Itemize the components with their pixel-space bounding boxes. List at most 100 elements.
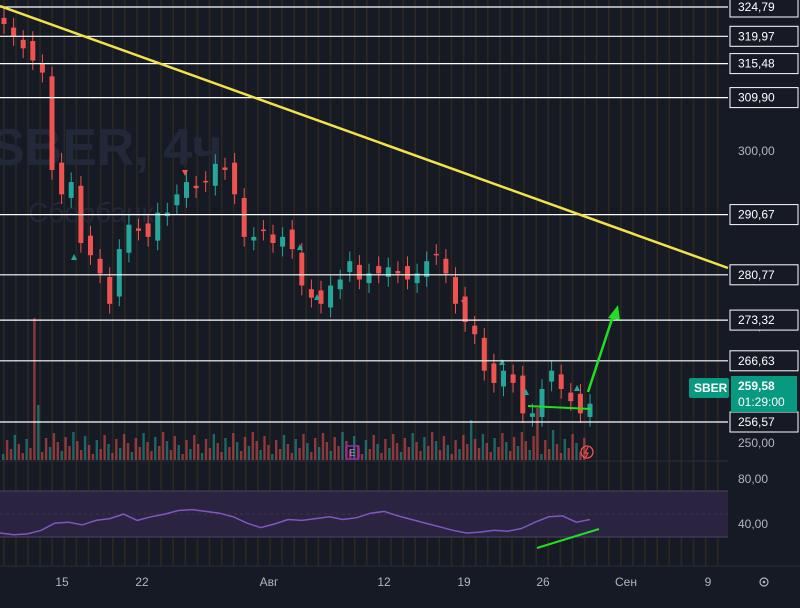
volume-bar [454, 440, 457, 460]
candle-body [308, 289, 314, 298]
candle-body [318, 290, 324, 304]
candle-body [11, 27, 17, 37]
volume-bar [204, 439, 208, 460]
settings-icon[interactable] [759, 577, 769, 587]
session-band [269, 0, 271, 566]
candle-body [260, 229, 266, 232]
session-band [511, 0, 513, 566]
session-band [523, 0, 525, 566]
signal-marker [499, 359, 505, 365]
session-band [668, 0, 671, 566]
volume-bar [403, 438, 407, 460]
earnings-marker[interactable]: E [345, 445, 360, 460]
time-tick-26: 26 [536, 575, 550, 589]
volume-bar [103, 435, 106, 460]
volume-bar [458, 449, 461, 460]
candle-body [520, 375, 526, 414]
session-band [196, 0, 199, 566]
candle-body [39, 64, 45, 73]
volume-bar [2, 454, 5, 460]
candle-body [328, 285, 334, 308]
volume-bar [185, 440, 188, 460]
volume-bar [80, 450, 83, 460]
volume-bar [481, 434, 485, 460]
session-band [39, 0, 41, 566]
volume-bar [555, 444, 559, 460]
volume-bar [5, 440, 9, 460]
earnings-marker-label: E [349, 448, 356, 459]
volume-bar [83, 436, 87, 460]
rsi-divergence-line[interactable] [536, 528, 600, 549]
volume-bar [64, 437, 67, 460]
volume-bar [286, 444, 290, 460]
volume-bar [263, 436, 266, 460]
candle-body [385, 267, 391, 277]
level-labels: 324,79 319,97 315,48 309,90 290,67 280,77 273,… [729, 0, 799, 433]
volume-bar [310, 452, 313, 460]
downtrend-line[interactable] [0, 4, 729, 270]
time-tick-sep: Сен [615, 575, 637, 589]
volume-bar [392, 434, 395, 460]
candle-body [549, 370, 555, 382]
up-arrow[interactable] [586, 305, 620, 393]
volume-bar [446, 445, 449, 460]
volume-bar [236, 442, 239, 460]
level-label-box [729, 350, 799, 372]
candle-body [376, 266, 382, 274]
session-band [208, 0, 211, 566]
session-band [160, 0, 162, 566]
volume-bar [341, 432, 344, 460]
volume-bar [99, 449, 102, 460]
volume-bar [275, 440, 278, 460]
candle-body [443, 258, 449, 274]
session-band [75, 0, 78, 566]
volume-bar [524, 441, 527, 460]
session-band [608, 0, 610, 566]
session-band [257, 0, 259, 566]
volume-bar [298, 448, 301, 460]
volume-bar [551, 430, 555, 460]
session-band [148, 0, 150, 566]
price-badge-countdown: 01:29:00 [738, 395, 785, 409]
candle-body [280, 236, 286, 247]
signal-marker [182, 170, 188, 176]
candle-body [424, 261, 430, 277]
volume-bar [544, 440, 547, 460]
volume-bar [497, 447, 500, 460]
volume-bar [177, 445, 180, 460]
candle-body [462, 296, 468, 322]
volume-bar [255, 441, 258, 460]
volume-bar [419, 451, 422, 460]
candle-body [501, 370, 506, 387]
volume-bar [224, 438, 227, 460]
volume-bar [189, 449, 192, 460]
volume-bar [563, 439, 566, 460]
volume-bar [450, 454, 453, 460]
volume-bar [493, 438, 496, 460]
volume-bar [158, 446, 161, 460]
volume-bar [520, 432, 524, 460]
volume-bar [512, 437, 516, 460]
volume-bar [173, 436, 176, 460]
session-band [184, 0, 187, 566]
session-band [583, 0, 586, 566]
volume-bar [72, 432, 75, 460]
volume-bar [302, 434, 305, 460]
volume-bar [29, 448, 32, 460]
volume-bar [48, 447, 52, 460]
time-tick-9: 9 [705, 575, 712, 589]
candle-body [145, 223, 151, 237]
level-label-box [729, 204, 799, 226]
volume-bar [278, 449, 282, 460]
candle-body [212, 163, 218, 186]
rsi-line [0, 508, 591, 536]
session-band [547, 0, 550, 566]
lightning-icon[interactable] [580, 445, 594, 459]
volume-bar [321, 433, 325, 460]
session-band [559, 0, 562, 566]
volume-bar [528, 450, 531, 460]
level-label-box [729, 53, 799, 75]
support-line[interactable] [527, 405, 592, 410]
volume-bar [25, 439, 28, 460]
